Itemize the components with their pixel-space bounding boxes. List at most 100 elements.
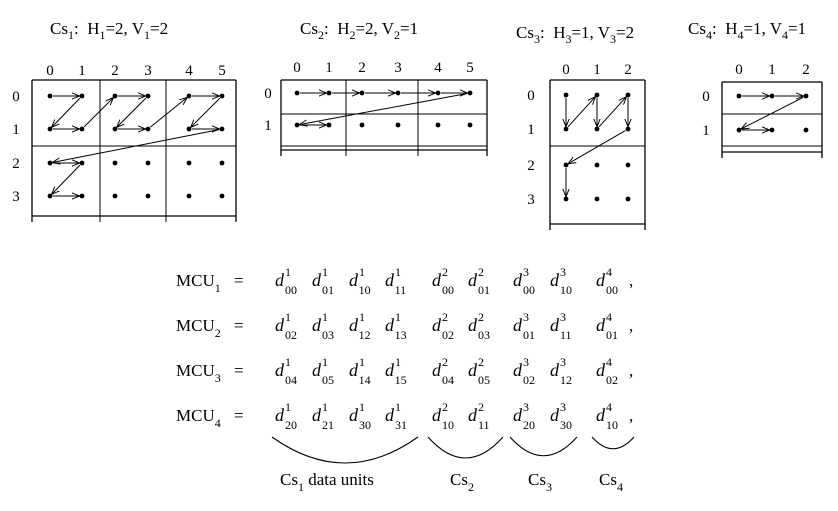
cs4-data-unit-dot — [769, 93, 775, 99]
cs1-title: Cs1: H1=2, V1=2 — [50, 19, 168, 42]
cs4-row-label: 1 — [702, 123, 710, 139]
cs1-data-unit-dot — [47, 160, 53, 166]
brace-cs2: Cs2 — [427, 436, 504, 494]
brace-arc — [271, 436, 419, 464]
cs2-col-label: 1 — [325, 60, 333, 76]
data-unit-term: d2 03 — [468, 310, 490, 342]
data-unit-term: d4 02 — [596, 355, 618, 387]
cs4-data-unit-dot — [803, 127, 809, 133]
cs3-data-unit-dot — [563, 92, 569, 98]
data-unit-term: d4 01 — [596, 310, 618, 342]
cs3-scan-arrow — [567, 97, 595, 128]
data-unit-term: d1 05 — [312, 355, 334, 387]
cs1-scan-arrow — [150, 98, 186, 128]
cs1-data-unit-dot — [79, 160, 85, 166]
data-unit-term: d4 10 — [596, 400, 618, 432]
cs3-data-unit-dot — [625, 196, 631, 202]
cs3-scan-arrow — [598, 97, 626, 128]
data-unit-term: d1 02 — [275, 310, 297, 342]
cs3-data-unit-dot — [625, 92, 631, 98]
cs3-row-label: 3 — [527, 192, 535, 208]
cs3-data-unit-dot — [563, 126, 569, 132]
cs3-data-unit-dot — [594, 162, 600, 168]
cs4-data-unit-dot — [803, 93, 809, 99]
cs1-data-unit-dot — [186, 93, 192, 99]
mcu-comma: , — [629, 271, 633, 290]
cs1-scan-arrow — [83, 98, 113, 128]
cs1-scan-arrow — [117, 97, 147, 127]
component-cs1: Cs1: H1=2, V1=2 0 1 2 3 4 5 0 1 2 3 — [12, 19, 237, 222]
cs4-scan-arrow — [742, 96, 804, 128]
mcu-comma: , — [629, 316, 633, 335]
mcu-row: MCU4 = d1 20 d1 21 d1 30 d1 31 d2 10 d2 11 d3 20 d3 30 d4 1… — [176, 400, 633, 432]
data-unit-term: d2 10 — [432, 400, 454, 432]
cs1-data-unit-dot — [47, 126, 53, 132]
data-unit-term: d3 11 — [550, 310, 572, 342]
cs3-title: Cs3: H3=1, V3=2 — [516, 23, 634, 46]
mcu-label: MCU1 — [176, 271, 221, 295]
cs2-data-unit-dot — [467, 90, 473, 96]
cs2-data-unit-dot — [326, 90, 332, 96]
cs2-data-unit-dot — [435, 122, 441, 128]
data-unit-term: d1 03 — [312, 310, 334, 342]
mcu-equals: = — [234, 316, 244, 335]
mcu-label: MCU3 — [176, 361, 221, 385]
cs2-title: Cs2: H2=2, V2=1 — [300, 19, 418, 42]
cs1-data-unit-dot — [47, 193, 53, 199]
data-unit-term: d3 12 — [550, 355, 572, 387]
cs1-data-unit-dot — [186, 160, 192, 166]
cs2-data-unit-dot — [326, 122, 332, 128]
cs1-data-unit-dot — [112, 193, 118, 199]
cs1-scan-arrow — [52, 97, 81, 127]
cs1-data-unit-dot — [219, 193, 225, 199]
cs1-col-label: 4 — [185, 63, 193, 79]
cs3-col-label: 1 — [593, 62, 601, 78]
cs2-data-unit-dot — [467, 122, 473, 128]
cs3-scan-arrow — [569, 130, 626, 164]
component-cs4: Cs4: H4=1, V4=1 0 1 2 0 1 — [688, 19, 823, 158]
data-unit-term: d1 21 — [312, 400, 334, 432]
cs1-data-unit-dot — [112, 126, 118, 132]
cs2-col-label: 3 — [394, 60, 402, 76]
cs2-data-unit-dot — [294, 90, 300, 96]
mcu-comma: , — [629, 406, 633, 425]
data-unit-term: d1 11 — [385, 265, 406, 297]
brace-arc — [509, 436, 578, 457]
cs1-scan-arrow — [191, 97, 221, 127]
data-unit-term: d1 10 — [349, 265, 371, 297]
cs1-data-unit-dot — [79, 126, 85, 132]
data-unit-term: d1 30 — [349, 400, 371, 432]
cs1-col-label: 5 — [218, 63, 226, 79]
cs3-col-label: 2 — [624, 62, 632, 78]
cs1-data-unit-dot — [219, 160, 225, 166]
cs1-col-label: 0 — [46, 63, 54, 79]
data-unit-term: d2 04 — [432, 355, 454, 387]
mcu-row: MCU3 = d1 04 d1 05 d1 14 d1 15 d2 04 d2 05 d3 02 d3 12 d4 0… — [176, 355, 633, 387]
cs3-data-unit-dot — [625, 126, 631, 132]
cs1-col-label: 3 — [144, 63, 152, 79]
brace-label: Cs4 — [599, 470, 623, 494]
cs2-data-unit-dot — [294, 122, 300, 128]
data-unit-term: d2 05 — [468, 355, 490, 387]
data-unit-term: d3 00 — [513, 265, 535, 297]
brace-arc — [427, 436, 504, 459]
cs1-row-label: 2 — [12, 156, 20, 172]
cs1-data-unit-dot — [79, 193, 85, 199]
cs2-data-unit-dot — [359, 90, 365, 96]
cs3-data-unit-dot — [594, 126, 600, 132]
cs3-row-label: 1 — [527, 122, 535, 138]
cs1-row-label: 0 — [12, 89, 20, 105]
cs1-data-unit-dot — [145, 126, 151, 132]
cs1-scan-arrow — [52, 164, 81, 194]
cs1-data-unit-dot — [47, 93, 53, 99]
cs2-data-unit-dot — [395, 122, 401, 128]
data-unit-term: d2 01 — [468, 265, 490, 297]
cs3-data-unit-dot — [563, 196, 569, 202]
data-unit-term: d1 00 — [275, 265, 297, 297]
cs2-col-label: 4 — [434, 60, 442, 76]
data-unit-term: d3 02 — [513, 355, 535, 387]
brace-arc — [591, 436, 635, 450]
data-unit-term: d3 01 — [513, 310, 535, 342]
cs2-col-label: 5 — [466, 60, 474, 76]
